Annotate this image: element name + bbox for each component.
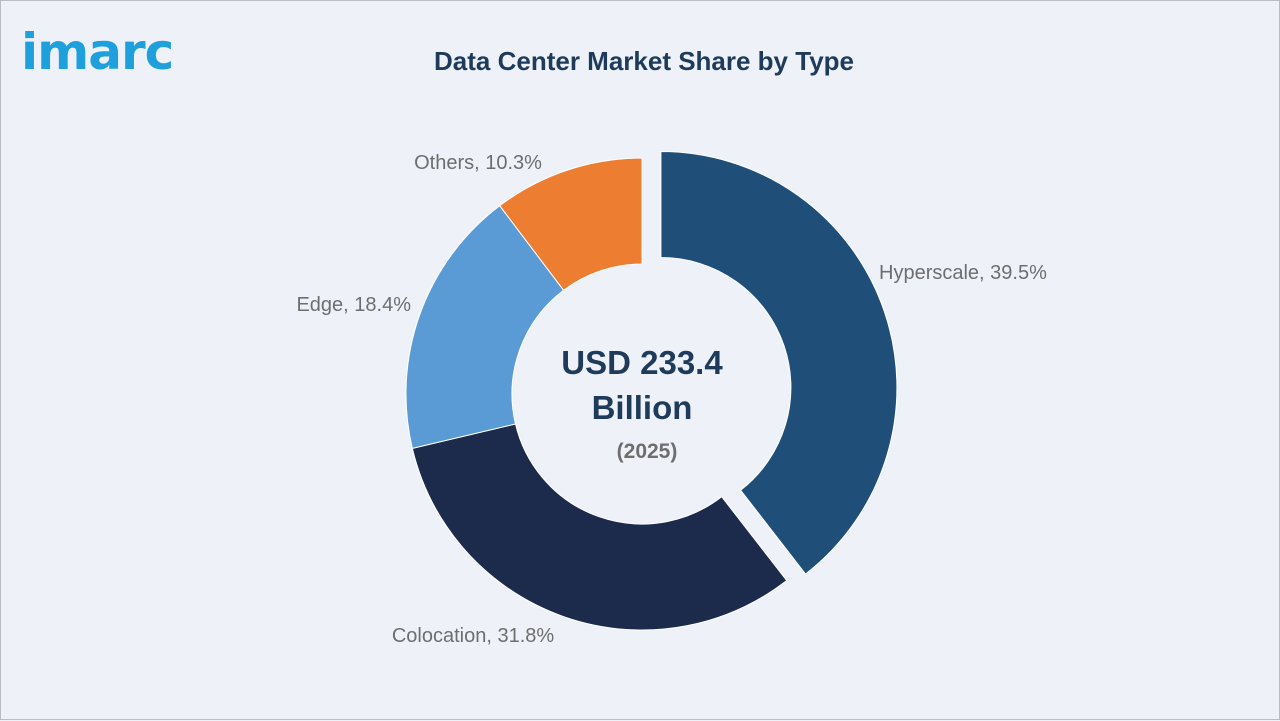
slice-colocation [411, 423, 788, 631]
slice-hyperscale [660, 151, 898, 575]
center-value: USD 233.4 [561, 344, 723, 381]
chart-title: Data Center Market Share by Type [434, 46, 854, 76]
slice-label-colocation: Colocation, 31.8% [392, 625, 555, 647]
slice-label-hyperscale: Hyperscale, 39.5% [879, 262, 1047, 284]
slices-group [405, 151, 898, 631]
slice-edge [405, 205, 565, 449]
center-year: (2025) [617, 440, 678, 463]
center-unit: Billion [592, 389, 693, 426]
slice-label-others: Others, 10.3% [414, 152, 542, 174]
slice-others [499, 157, 643, 291]
logo-text: imarc [21, 23, 174, 81]
imarc-logo: imarc [21, 27, 174, 77]
slice-label-edge: Edge, 18.4% [296, 294, 411, 316]
labels-group: Hyperscale, 39.5% Colocation, 31.8% Edge, … [296, 152, 1047, 647]
